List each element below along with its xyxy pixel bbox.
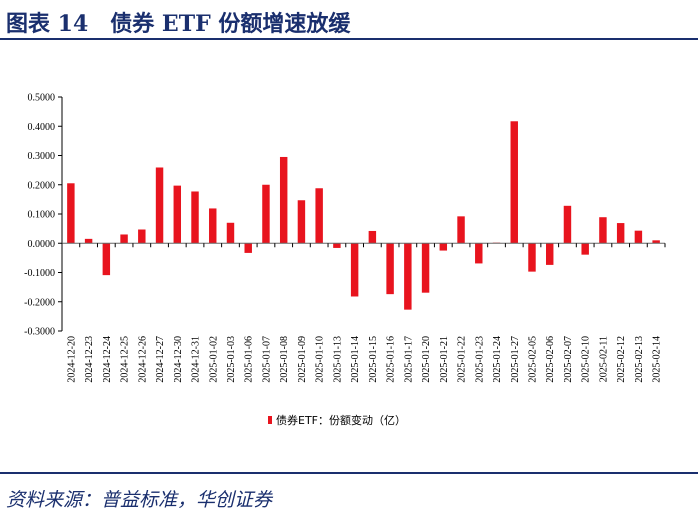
x-tick-label: 2025-01-22 (457, 336, 468, 383)
bar (173, 185, 182, 244)
bar (244, 243, 252, 253)
y-tick-label: 0.1000 (28, 210, 56, 221)
figure-title: 图表 14 债券 ETF 份额增速放缓 (6, 11, 351, 37)
bar (581, 243, 589, 255)
x-tick-label: 2025-01-20 (421, 336, 432, 383)
bar (439, 243, 448, 251)
bar (191, 191, 199, 244)
bar (616, 223, 625, 244)
x-tick-label: 2025-01-08 (279, 336, 290, 383)
bar (350, 243, 359, 297)
bar (333, 243, 341, 248)
x-tick-label: 2025-01-27 (510, 336, 521, 383)
x-tick-label: 2025-01-06 (244, 336, 255, 383)
y-tick-label: 0.3000 (28, 151, 56, 162)
bar (315, 188, 323, 244)
bar (563, 205, 572, 244)
x-tick-label: 2025-01-02 (208, 336, 219, 383)
x-tick-label: 2024-12-23 (84, 336, 95, 383)
bar (368, 230, 377, 244)
y-tick-label: 0.2000 (28, 180, 56, 191)
y-tick-label: -0.1000 (24, 268, 55, 279)
bar (404, 243, 412, 310)
legend-label: 债券ETF：份额变动（亿） (276, 413, 406, 427)
bar (386, 243, 394, 295)
bar (67, 183, 75, 244)
bar (510, 121, 518, 244)
x-tick-label: 2025-02-14 (652, 336, 663, 383)
bar (138, 229, 146, 244)
bar (457, 216, 465, 244)
x-tick-label: 2025-01-13 (332, 336, 343, 383)
x-tick-label: 2025-02-06 (545, 336, 556, 383)
x-tick-label: 2025-01-21 (439, 336, 450, 383)
footer-divider (0, 472, 698, 474)
x-tick-label: 2025-02-13 (634, 336, 645, 383)
x-tick-label: 2025-01-24 (492, 336, 503, 383)
x-tick-label: 2025-01-23 (474, 336, 485, 383)
x-tick-label: 2025-01-14 (350, 336, 361, 383)
bar (262, 184, 270, 244)
title-divider (0, 38, 698, 40)
bar (279, 156, 288, 244)
bar (652, 240, 660, 244)
bar (421, 243, 430, 293)
source-note: 资料来源：普益标准，华创证券 (6, 489, 273, 511)
legend-swatch (268, 416, 272, 424)
y-tick-label: 0.0000 (28, 239, 56, 250)
bar (545, 243, 554, 265)
bar (120, 234, 128, 244)
bar (475, 243, 483, 264)
x-tick-label: 2025-02-11 (598, 336, 609, 382)
y-tick-label: 0.5000 (28, 93, 56, 104)
x-tick-label: 2025-01-16 (386, 336, 397, 383)
x-tick-label: 2024-12-26 (137, 336, 148, 383)
x-tick-label: 2024-12-30 (173, 336, 184, 383)
x-tick-label: 2025-01-10 (315, 336, 326, 383)
bar (209, 208, 217, 244)
x-tick-label: 2025-01-15 (368, 336, 379, 383)
bar (599, 217, 607, 244)
x-tick-label: 2025-02-07 (563, 336, 574, 383)
x-tick-label: 2025-02-12 (616, 336, 627, 383)
x-tick-label: 2024-12-31 (191, 336, 202, 383)
x-tick-label: 2025-02-05 (527, 336, 538, 383)
bar (634, 230, 643, 244)
bar-chart: 0.5000 0.4000 0.3000 0.2000 0.1000 0.0000 -0.1… (24, 93, 666, 427)
bar (155, 167, 164, 244)
bar (102, 243, 111, 276)
x-tick-label: 2024-12-25 (120, 336, 131, 383)
x-tick-label: 2025-01-09 (297, 336, 308, 383)
x-tick-label: 2025-01-07 (261, 336, 272, 383)
x-tick-label: 2024-12-27 (155, 336, 166, 383)
y-tick-label: -0.3000 (24, 327, 55, 338)
y-tick-label: 0.4000 (28, 122, 56, 133)
bar (528, 243, 536, 272)
x-tick-label: 2024-12-24 (102, 336, 113, 383)
x-tick-label: 2025-01-17 (403, 336, 414, 383)
bar (297, 200, 306, 244)
x-tick-label: 2024-12-20 (66, 336, 77, 383)
bar (84, 238, 93, 244)
x-tick-label: 2025-01-03 (226, 336, 237, 383)
x-tick-label: 2025-02-10 (581, 336, 592, 383)
bar (226, 222, 235, 244)
y-tick-label: -0.2000 (24, 297, 55, 308)
